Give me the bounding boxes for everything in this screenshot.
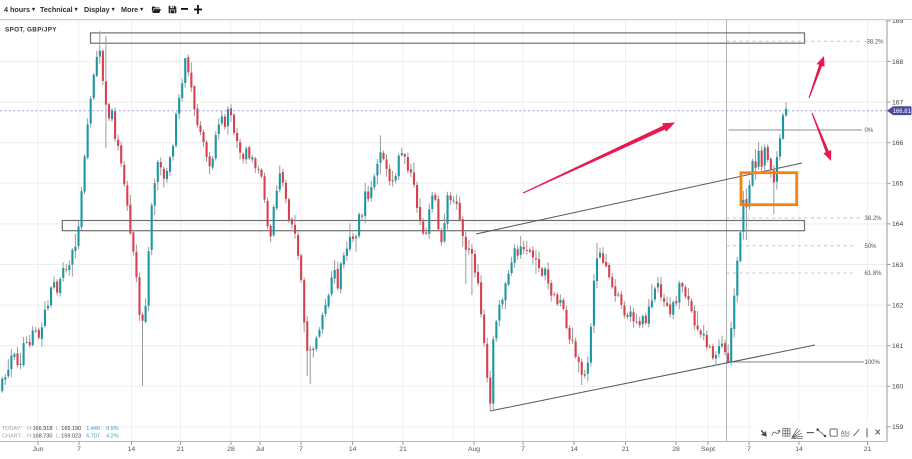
svg-text:L:: L: bbox=[56, 426, 61, 432]
svg-text:14: 14 bbox=[128, 446, 136, 453]
svg-text:14: 14 bbox=[795, 446, 803, 453]
svg-text:161: 161 bbox=[892, 343, 904, 350]
svg-text:L:: L: bbox=[56, 433, 61, 439]
svg-text:0.9%: 0.9% bbox=[106, 426, 119, 432]
svg-text:21: 21 bbox=[399, 446, 407, 453]
svg-text:Jul: Jul bbox=[256, 446, 265, 453]
svg-text:38.2%: 38.2% bbox=[865, 216, 883, 222]
svg-text:28: 28 bbox=[227, 446, 235, 453]
svg-text:14: 14 bbox=[570, 446, 578, 453]
svg-text:SPOT, GBP/JPY: SPOT, GBP/JPY bbox=[5, 27, 57, 34]
svg-text:H:: H: bbox=[27, 433, 33, 439]
svg-text:160: 160 bbox=[892, 384, 904, 391]
svg-text:21: 21 bbox=[864, 446, 872, 453]
svg-text:159.023: 159.023 bbox=[61, 433, 81, 439]
svg-text:TODAY:: TODAY: bbox=[2, 426, 22, 432]
svg-text:164: 164 bbox=[892, 221, 904, 228]
svg-text:167: 167 bbox=[892, 99, 904, 106]
svg-text:6.707: 6.707 bbox=[86, 433, 100, 439]
svg-text:61.8%: 61.8% bbox=[865, 271, 883, 277]
svg-text:162: 162 bbox=[892, 302, 904, 309]
svg-text:0%: 0% bbox=[865, 128, 874, 134]
svg-text:165: 165 bbox=[892, 181, 904, 188]
svg-text:7: 7 bbox=[747, 446, 751, 453]
svg-text:7: 7 bbox=[299, 446, 303, 453]
svg-text:CHART:: CHART: bbox=[2, 433, 22, 439]
svg-text:7: 7 bbox=[77, 446, 81, 453]
svg-text:166.81: 166.81 bbox=[893, 109, 912, 115]
svg-text:7: 7 bbox=[521, 446, 525, 453]
svg-text:Sept: Sept bbox=[701, 446, 715, 453]
svg-text:166.918: 166.918 bbox=[33, 426, 53, 432]
svg-text:4.2%: 4.2% bbox=[106, 433, 119, 439]
svg-text:100%: 100% bbox=[865, 360, 881, 366]
svg-text:168: 168 bbox=[892, 59, 904, 66]
svg-text:-38.2%: -38.2% bbox=[865, 40, 885, 46]
svg-text:H:: H: bbox=[27, 426, 33, 432]
svg-text:166: 166 bbox=[892, 140, 904, 147]
svg-text:Aug: Aug bbox=[468, 446, 480, 453]
svg-text:163: 163 bbox=[892, 262, 904, 269]
svg-text:28: 28 bbox=[672, 446, 680, 453]
svg-text:50%: 50% bbox=[865, 244, 878, 250]
svg-text:21: 21 bbox=[622, 446, 630, 453]
svg-text:168.730: 168.730 bbox=[33, 433, 53, 439]
svg-text:165.190: 165.190 bbox=[61, 426, 81, 432]
svg-text:Abc: Abc bbox=[841, 431, 851, 437]
svg-text:159: 159 bbox=[892, 424, 904, 431]
svg-text:14: 14 bbox=[349, 446, 357, 453]
svg-text:1.440: 1.440 bbox=[86, 426, 100, 432]
svg-text:21: 21 bbox=[177, 446, 185, 453]
svg-text:Jun: Jun bbox=[33, 446, 44, 453]
svg-text:169: 169 bbox=[892, 18, 904, 25]
